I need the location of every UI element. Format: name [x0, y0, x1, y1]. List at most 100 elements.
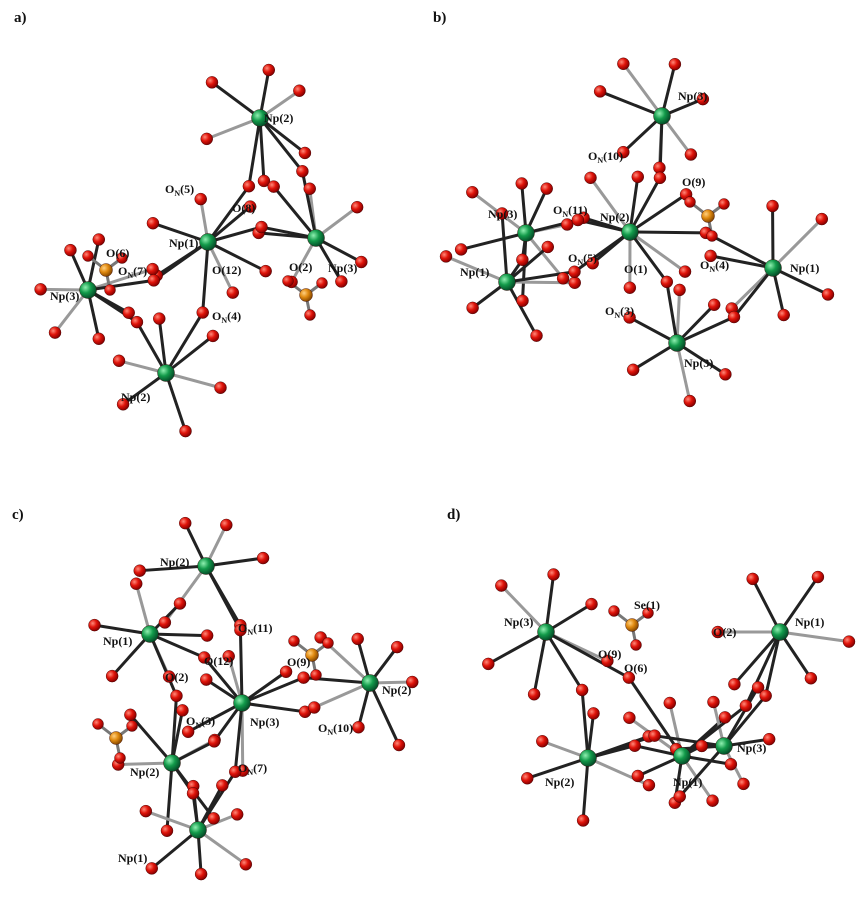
atom: [654, 108, 671, 125]
atom: [586, 598, 598, 610]
label-part: (3): [201, 714, 215, 728]
atom-label: ON(11): [238, 621, 272, 637]
atom: [308, 701, 320, 713]
bond: [166, 313, 203, 373]
atom-label: Np(3): [488, 207, 517, 221]
bond: [152, 830, 198, 868]
panel-label: b): [433, 10, 446, 26]
atom: [719, 711, 731, 723]
atom: [311, 670, 322, 681]
label-part: O: [212, 309, 221, 323]
bond: [260, 118, 264, 181]
atom: [140, 805, 152, 817]
atom: [142, 626, 159, 643]
bond: [753, 579, 780, 632]
label-part: (3): [620, 304, 634, 318]
atom: [632, 770, 644, 782]
atom-label: Np(3): [50, 289, 79, 303]
atom: [200, 674, 212, 686]
atom-label: O(9): [287, 655, 310, 669]
atom-label: Np(1): [118, 851, 147, 865]
atom: [180, 425, 192, 437]
bond: [734, 268, 773, 317]
atom: [93, 333, 105, 345]
atom: [707, 795, 719, 807]
atom: [83, 251, 94, 262]
atom: [632, 171, 644, 183]
atom: [393, 739, 405, 751]
atom: [719, 368, 731, 380]
atom: [685, 197, 696, 208]
atom: [304, 183, 316, 195]
atom: [536, 735, 548, 747]
bond: [630, 194, 686, 232]
atom: [531, 330, 543, 342]
atom: [148, 274, 160, 286]
atom: [391, 641, 403, 653]
atom: [719, 199, 730, 210]
atom: [300, 289, 313, 302]
bond: [461, 233, 526, 249]
atom: [664, 697, 676, 709]
atom: [352, 721, 364, 733]
atom: [208, 812, 220, 824]
atom: [778, 309, 790, 321]
label-part: (11): [253, 621, 272, 635]
atom: [352, 633, 364, 645]
atom: [708, 299, 720, 311]
bond: [130, 715, 172, 763]
atom-label: Np(1): [673, 775, 702, 789]
atom: [623, 712, 635, 724]
label-part: O: [238, 761, 247, 775]
label-part: O: [165, 182, 174, 196]
atom: [569, 277, 581, 289]
bond: [534, 632, 546, 694]
atom: [64, 244, 76, 256]
atom: [466, 186, 478, 198]
atoms: [35, 58, 855, 880]
label-part: O: [318, 721, 327, 735]
atom: [767, 200, 779, 212]
bond: [546, 574, 554, 632]
label-part: O: [118, 264, 127, 278]
atom: [164, 755, 181, 772]
atom: [179, 517, 191, 529]
atom: [747, 573, 759, 585]
atom: [843, 636, 855, 648]
atom: [738, 778, 750, 790]
atom: [260, 265, 272, 277]
atom: [541, 183, 553, 195]
atom-label: Np(2): [382, 683, 411, 697]
atom: [643, 779, 655, 791]
atom: [124, 709, 136, 721]
bond: [88, 280, 154, 290]
atom-label: Np(2): [600, 210, 629, 224]
atom: [674, 748, 691, 765]
atom: [669, 335, 686, 352]
atom-label: O(8): [232, 201, 255, 215]
atom-label: Np(2): [160, 555, 189, 569]
bond: [488, 632, 546, 664]
atom: [105, 285, 116, 296]
atom: [617, 58, 629, 70]
atom: [123, 307, 135, 319]
atom-label: Np(2): [130, 765, 159, 779]
atom: [201, 133, 213, 145]
atom: [89, 619, 101, 631]
atom: [440, 250, 452, 262]
atom: [170, 690, 182, 702]
atom: [577, 814, 589, 826]
atom: [760, 690, 772, 702]
atom-label: ON(3): [605, 304, 634, 320]
atom: [669, 58, 681, 70]
atom: [240, 858, 252, 870]
atom: [206, 76, 218, 88]
atom: [351, 201, 363, 213]
atom-label: ON(4): [700, 258, 729, 274]
atom: [495, 580, 507, 592]
atom: [195, 193, 207, 205]
atom: [131, 316, 143, 328]
atom: [627, 364, 639, 376]
atom: [455, 243, 467, 255]
atom: [234, 695, 251, 712]
